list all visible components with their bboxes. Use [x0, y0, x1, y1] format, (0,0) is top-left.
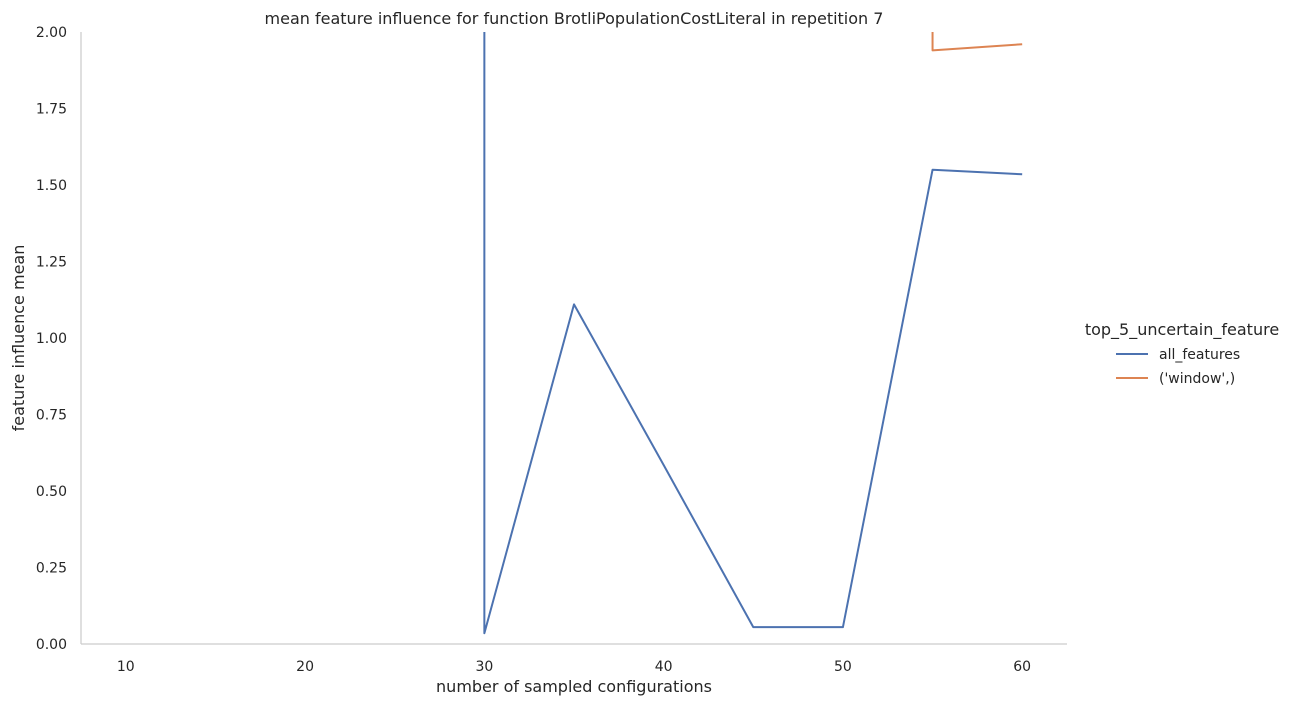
- y-tick-label: 2.00: [36, 25, 67, 41]
- legend-label: all_features: [1159, 347, 1240, 363]
- legend: top_5_uncertain_feature all_features ('wi…: [1085, 320, 1279, 387]
- y-axis-title: feature influence mean: [9, 245, 28, 432]
- y-axis-ticks: 0.00 0.25 0.50 0.75 1.00 1.25 1.50 1.75 2.00: [36, 25, 67, 653]
- x-tick-label: 20: [296, 659, 314, 675]
- series-line-window: [931, 32, 1023, 52]
- x-axis-title: number of sampled configurations: [436, 677, 712, 696]
- y-tick-label: 0.00: [36, 637, 67, 653]
- y-tick-label: 1.25: [36, 255, 67, 271]
- x-tick-label: 60: [1013, 659, 1031, 675]
- series-lines: [483, 32, 1023, 635]
- series-line-all-features: [483, 32, 1023, 635]
- y-tick-label: 1.50: [36, 178, 67, 194]
- y-tick-label: 1.00: [36, 331, 67, 347]
- x-tick-label: 50: [834, 659, 852, 675]
- legend-title: top_5_uncertain_feature: [1085, 320, 1279, 340]
- chart-title: mean feature influence for function Brot…: [265, 9, 884, 28]
- y-tick-label: 0.25: [36, 561, 67, 577]
- x-tick-label: 10: [117, 659, 135, 675]
- legend-label: ('window',): [1159, 371, 1235, 387]
- y-tick-label: 0.50: [36, 484, 67, 500]
- x-axis-ticks: 10 20 30 40 50 60: [117, 659, 1031, 675]
- y-tick-label: 0.75: [36, 408, 67, 424]
- x-tick-label: 40: [655, 659, 673, 675]
- x-tick-label: 30: [475, 659, 493, 675]
- y-tick-label: 1.75: [36, 102, 67, 118]
